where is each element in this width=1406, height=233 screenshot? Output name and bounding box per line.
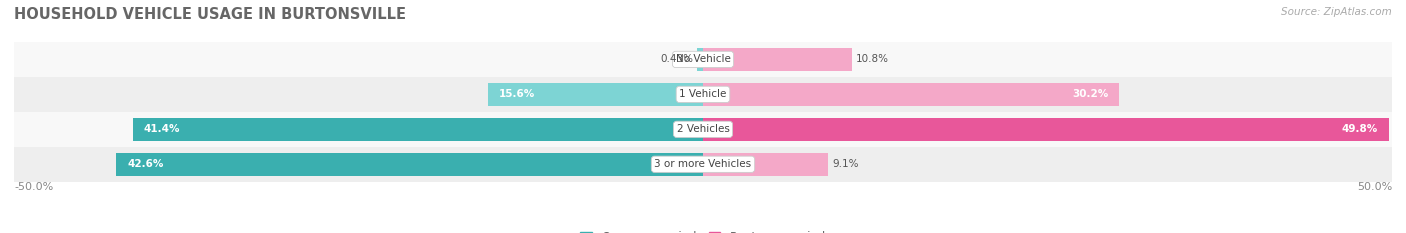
Text: No Vehicle: No Vehicle	[675, 55, 731, 64]
Text: 2 Vehicles: 2 Vehicles	[676, 124, 730, 134]
Bar	[14, 77, 1392, 112]
Bar	[703, 153, 828, 176]
Text: -50.0%: -50.0%	[14, 182, 53, 192]
Text: 41.4%: 41.4%	[143, 124, 180, 134]
Text: 30.2%: 30.2%	[1071, 89, 1108, 99]
Text: HOUSEHOLD VEHICLE USAGE IN BURTONSVILLE: HOUSEHOLD VEHICLE USAGE IN BURTONSVILLE	[14, 7, 406, 22]
Bar	[697, 48, 703, 71]
Legend: Owner-occupied, Renter-occupied: Owner-occupied, Renter-occupied	[575, 226, 831, 233]
Bar	[132, 118, 703, 141]
Bar	[703, 118, 1389, 141]
Bar	[703, 83, 1119, 106]
Bar	[14, 147, 1392, 182]
Text: Source: ZipAtlas.com: Source: ZipAtlas.com	[1281, 7, 1392, 17]
Bar	[14, 42, 1392, 77]
Text: 1 Vehicle: 1 Vehicle	[679, 89, 727, 99]
Text: 3 or more Vehicles: 3 or more Vehicles	[654, 159, 752, 169]
Text: 0.43%: 0.43%	[659, 55, 693, 64]
Text: 15.6%: 15.6%	[499, 89, 536, 99]
Text: 50.0%: 50.0%	[1357, 182, 1392, 192]
Text: 9.1%: 9.1%	[832, 159, 859, 169]
Text: 10.8%: 10.8%	[856, 55, 889, 64]
Bar	[117, 153, 703, 176]
Text: 42.6%: 42.6%	[127, 159, 163, 169]
Text: 49.8%: 49.8%	[1341, 124, 1378, 134]
Bar	[703, 48, 852, 71]
Bar	[14, 112, 1392, 147]
Bar	[488, 83, 703, 106]
